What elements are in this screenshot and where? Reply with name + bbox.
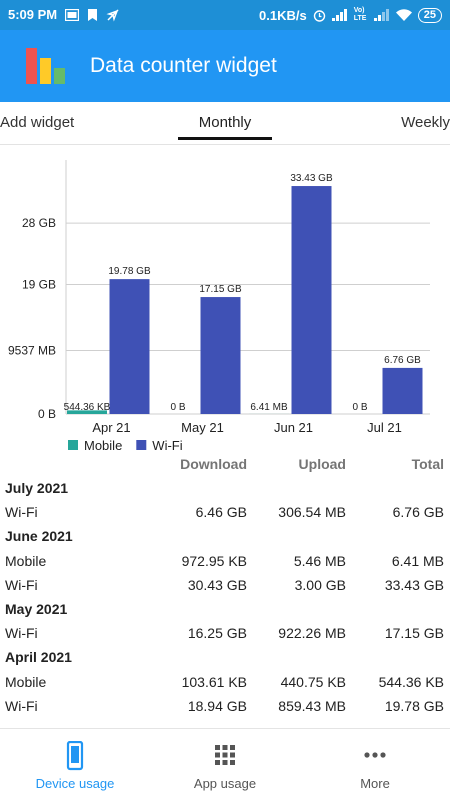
- usage-bar-chart: 0 B 9537 MB 19 GB 28 GB 544.36 KB 19.78 GB Apr…: [0, 148, 450, 458]
- status-time: 5:09 PM: [8, 7, 57, 22]
- month-header: April 2021: [0, 645, 450, 669]
- month-header: June 2021: [0, 524, 450, 548]
- bar-label-wifi: 17.15 GB: [199, 284, 242, 295]
- row-total: 33.43 GB: [385, 577, 444, 593]
- table-row: Mobile 972.95 KB 5.46 MB 6.41 MB: [0, 549, 450, 573]
- y-tick-label: 9537 MB: [8, 343, 56, 357]
- row-total: 6.41 MB: [392, 553, 444, 569]
- row-label: Wi-Fi: [5, 504, 38, 520]
- wifi-icon: [396, 9, 412, 21]
- x-tick-label: Jun 21: [274, 420, 313, 435]
- row-download: 16.25 GB: [188, 625, 247, 641]
- bar-label-wifi: 6.76 GB: [384, 355, 421, 366]
- bar-label-mobile: 6.41 MB: [250, 402, 288, 413]
- row-upload: 440.75 KB: [281, 674, 346, 690]
- gallery-icon: [65, 9, 79, 21]
- signal-icon-2: [374, 9, 390, 21]
- active-tab-indicator: [178, 137, 272, 140]
- row-label: Wi-Fi: [5, 698, 38, 714]
- table-row: Mobile 103.61 KB 440.75 KB 544.36 KB: [0, 670, 450, 694]
- month-header: July 2021: [0, 476, 450, 500]
- more-dots-icon: [360, 741, 390, 771]
- table-row: Wi-Fi 30.43 GB 3.00 GB 33.43 GB: [0, 573, 450, 597]
- table-row: Wi-Fi 16.25 GB 922.26 MB 17.15 GB: [0, 621, 450, 645]
- month-label: July 2021: [5, 480, 68, 496]
- y-tick-label: 0 B: [38, 407, 56, 421]
- bar-label-mobile: 0 B: [352, 402, 367, 413]
- row-download: 18.94 GB: [188, 698, 247, 714]
- row-total: 19.78 GB: [385, 698, 444, 714]
- alarm-icon: [313, 9, 326, 22]
- tab-monthly-label: Monthly: [199, 114, 252, 131]
- bar-label-mobile: 544.36 KB: [64, 402, 111, 413]
- header-upload: Upload: [299, 456, 346, 472]
- x-tick-label: May 21: [181, 420, 224, 435]
- nav-app-usage-label: App usage: [150, 776, 300, 791]
- no-location-icon: [106, 8, 120, 22]
- bar-wifi: [383, 368, 423, 414]
- nav-app-usage[interactable]: App usage: [150, 729, 300, 801]
- row-download: 972.95 KB: [182, 553, 247, 569]
- month-header: May 2021: [0, 597, 450, 621]
- table-header: Download Upload Total: [0, 452, 450, 476]
- header-download: Download: [180, 456, 247, 472]
- network-speed: 0.1KB/s: [259, 8, 307, 23]
- month-label: April 2021: [5, 649, 72, 665]
- bar-label-mobile: 0 B: [170, 402, 185, 413]
- app-logo-icon: [24, 46, 68, 86]
- row-download: 6.46 GB: [196, 504, 247, 520]
- row-upload: 5.46 MB: [294, 553, 346, 569]
- row-total: 544.36 KB: [379, 674, 444, 690]
- row-download: 103.61 KB: [182, 674, 247, 690]
- nav-device-usage-label: Device usage: [0, 776, 150, 791]
- bar-label-wifi: 19.78 GB: [108, 266, 151, 277]
- tab-weekly[interactable]: Weekly: [401, 114, 450, 131]
- row-label: Mobile: [5, 674, 46, 690]
- x-tick-label: Apr 21: [92, 420, 130, 435]
- month-label: May 2021: [5, 601, 67, 617]
- bottom-navigation: Device usage App usage More: [0, 728, 450, 801]
- nav-more[interactable]: More: [300, 729, 450, 801]
- x-tick-label: Jul 21: [367, 420, 402, 435]
- nav-device-usage[interactable]: Device usage: [0, 729, 150, 801]
- month-label: June 2021: [5, 528, 73, 544]
- legend-swatch: [136, 440, 146, 450]
- y-tick-label: 19 GB: [22, 277, 56, 291]
- signal-icon: [332, 9, 348, 21]
- row-total: 17.15 GB: [385, 625, 444, 641]
- bar-label-wifi: 33.43 GB: [290, 173, 333, 184]
- app-title: Data counter widget: [90, 54, 277, 78]
- legend-label: Mobile: [84, 438, 122, 453]
- bar-wifi: [292, 186, 332, 414]
- legend-swatch: [68, 440, 78, 450]
- battery-indicator: 25: [418, 8, 442, 23]
- row-label: Mobile: [5, 553, 46, 569]
- row-label: Wi-Fi: [5, 625, 38, 641]
- legend-label: Wi-Fi: [152, 438, 182, 453]
- row-upload: 922.26 MB: [278, 625, 346, 641]
- row-upload: 306.54 MB: [278, 504, 346, 520]
- row-label: Wi-Fi: [5, 577, 38, 593]
- phone-icon: [60, 741, 90, 771]
- bookmark-icon: [87, 9, 98, 21]
- header-total: Total: [412, 456, 444, 472]
- status-bar: 5:09 PM 0.1KB/s Vo) LTE 25: [0, 0, 450, 30]
- volte-label: Vo) LTE: [354, 7, 368, 23]
- y-tick-label: 28 GB: [22, 216, 56, 230]
- table-row: Wi-Fi 6.46 GB 306.54 MB 6.76 GB: [0, 500, 450, 524]
- table-row: Wi-Fi 18.94 GB 859.43 MB 19.78 GB: [0, 694, 450, 718]
- row-total: 6.76 GB: [393, 504, 444, 520]
- bar-wifi: [201, 297, 241, 414]
- row-upload: 3.00 GB: [295, 577, 346, 593]
- row-upload: 859.43 MB: [278, 698, 346, 714]
- bar-wifi: [110, 279, 150, 414]
- row-download: 30.43 GB: [188, 577, 247, 593]
- grid-icon: [210, 741, 240, 771]
- app-bar: Data counter widget: [0, 30, 450, 102]
- nav-more-label: More: [300, 776, 450, 791]
- tab-add-widget[interactable]: Add widget: [0, 114, 74, 131]
